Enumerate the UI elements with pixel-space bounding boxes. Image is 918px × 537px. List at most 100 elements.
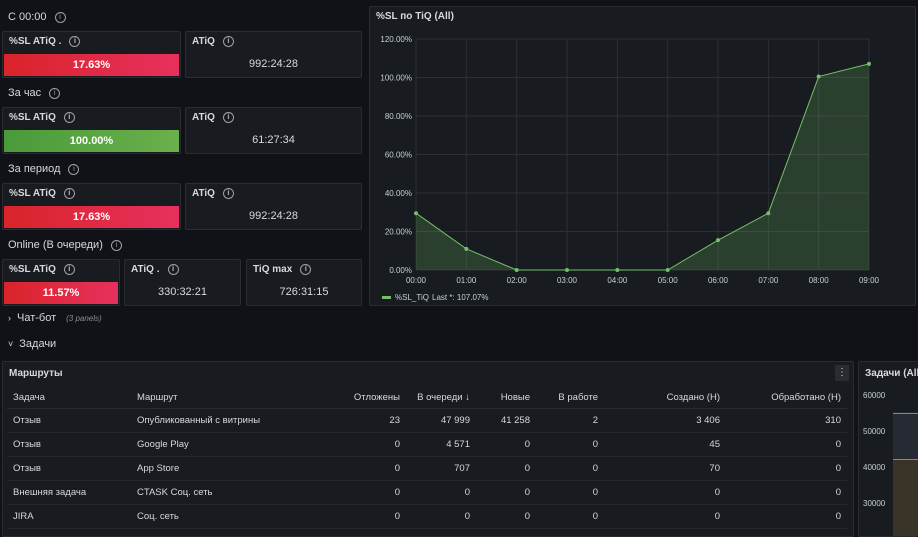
tasks-label: Задачи — [19, 338, 57, 350]
x-tick-label: 01:00 — [456, 276, 477, 285]
y-tick-label: 120.00% — [380, 35, 412, 44]
data-point — [867, 61, 871, 66]
table-cell: 0 — [536, 456, 604, 481]
chatbot-row[interactable]: › Чат-бот (3 panels) — [8, 312, 102, 324]
atiq-panel-today: ATiQ i 992:24:28 — [185, 31, 362, 78]
table-cell: 0 — [476, 456, 536, 481]
atiq-panel-hour: ATiQ i 61:27:34 — [185, 107, 362, 154]
data-point — [766, 211, 771, 216]
panel-title: ATiQ — [192, 112, 215, 123]
series-line — [415, 63, 870, 271]
x-tick-label: 03:00 — [557, 276, 578, 285]
info-icon[interactable]: i — [222, 36, 234, 47]
x-tick-label: 00:00 — [406, 276, 427, 285]
group-title-hour: За час i — [8, 87, 61, 99]
info-icon[interactable]: i — [110, 239, 122, 251]
info-icon[interactable]: i — [54, 11, 66, 23]
column-header[interactable]: В работе — [536, 386, 604, 409]
x-tick-label: 09:00 — [859, 276, 880, 285]
y-tick-label: 40.00% — [385, 189, 412, 198]
atiq-value: 992:24:28 — [249, 210, 298, 222]
atiq-value: 330:32:21 — [158, 286, 207, 298]
info-icon[interactable]: i — [167, 264, 179, 275]
table-cell: 47 999 — [406, 408, 476, 433]
table-cell: 0 — [476, 432, 536, 457]
data-point — [565, 268, 569, 272]
table-cell: 0 — [604, 480, 726, 505]
y-tick-label: 0.00% — [389, 266, 412, 275]
table-cell: 45 — [604, 432, 726, 457]
sl-atiq-panel-hour: %SL ATiQ i 100.00% — [2, 107, 181, 154]
column-header[interactable]: Создано (Н) — [604, 386, 726, 409]
table-row: Отзыв Google Play 0 4 571 0 0 45 0 — [7, 432, 847, 457]
panel-title: ATiQ — [192, 36, 215, 47]
table-cell: 0 — [336, 504, 406, 529]
x-tick-label: 08:00 — [809, 276, 830, 285]
chart-title: %SL по TiQ (All) — [376, 11, 454, 22]
info-icon[interactable]: i — [69, 36, 81, 47]
info-icon[interactable]: i — [49, 87, 61, 99]
panel-menu-icon[interactable]: ⋮ — [835, 365, 849, 381]
info-icon[interactable]: i — [222, 188, 234, 199]
tasks-all-title: Задачи (All) — [865, 368, 918, 379]
info-icon[interactable]: i — [222, 112, 234, 123]
info-icon[interactable]: i — [63, 264, 75, 275]
tasks-all-panel: Задачи (All) 60000 50000 40000 30000 — [858, 361, 918, 537]
table-cell: 0 — [726, 504, 847, 529]
group-title-online: Online (В очереди) i — [8, 239, 122, 251]
data-point — [514, 268, 519, 272]
y-tick-label: 60000 — [863, 391, 886, 400]
column-header[interactable]: Задача — [7, 386, 131, 409]
table-cell: 0 — [536, 480, 604, 505]
column-header[interactable]: Обработано (Н) — [726, 386, 847, 409]
legend-last-value: Last *: 107.07% — [432, 293, 488, 302]
column-header-sorted[interactable]: В очереди ↓ — [406, 386, 476, 409]
table-row: Отзыв App Store 0 707 0 0 70 0 — [7, 456, 847, 481]
table-row: JIRA Соц. сеть 0 0 0 0 0 0 — [7, 504, 847, 529]
data-point — [464, 246, 469, 251]
column-header[interactable]: Отложены — [336, 386, 406, 409]
routes-panel: Маршруты ⋮ Задача Маршрут Отложены В оче… — [2, 361, 854, 537]
table-cell: 23 — [336, 408, 406, 433]
panel-title: ATiQ . — [131, 264, 160, 275]
x-tick-label: 06:00 — [708, 276, 729, 285]
info-icon[interactable]: i — [68, 163, 80, 175]
x-tick-label: 04:00 — [607, 276, 628, 285]
group-title-label: Online (В очереди) — [8, 239, 103, 251]
sl-value: 100.00% — [4, 130, 179, 152]
table-cell: 0 — [726, 432, 847, 457]
table-cell: Соц. сеть — [131, 504, 336, 529]
info-icon[interactable]: i — [300, 264, 312, 275]
info-icon[interactable]: i — [63, 188, 75, 199]
table-cell: 0 — [476, 480, 536, 505]
column-header[interactable]: Маршрут — [131, 386, 336, 409]
table-cell: 70 — [604, 456, 726, 481]
sl-tiq-chart-panel: %SL по TiQ (All) 0.00% 20.00% 40.00% 60.00%… — [369, 6, 916, 306]
y-tick-label: 80.00% — [385, 112, 412, 121]
tasks-row[interactable]: ˅ Задачи — [8, 338, 56, 350]
sl-value: 17.63% — [4, 206, 179, 228]
group-title-today: С 00:00 i — [8, 11, 66, 23]
atiq-value: 992:24:28 — [249, 58, 298, 70]
group-title-label: За период — [8, 163, 61, 175]
chatbot-label: Чат-бот — [17, 312, 57, 324]
sl-atiq-panel-online: %SL ATiQ i 11.57% — [2, 259, 120, 306]
data-point — [665, 268, 670, 272]
table-cell: 41 258 — [476, 408, 536, 433]
table-cell: 707 — [406, 456, 476, 481]
table-cell: JIRA — [7, 504, 131, 529]
column-header[interactable]: Новые — [476, 386, 536, 409]
x-tick-label: 07:00 — [758, 276, 779, 285]
chatbot-panels-count: (3 panels) — [66, 313, 102, 323]
table-cell: 4 571 — [406, 432, 476, 457]
group-title-period: За период i — [8, 163, 80, 175]
table-cell: 0 — [406, 504, 476, 529]
table-header-row: Задача Маршрут Отложены В очереди ↓ Новы… — [7, 386, 847, 409]
table-cell: 0 — [726, 480, 847, 505]
table-cell: Google Play — [131, 432, 336, 457]
info-icon[interactable]: i — [63, 112, 75, 123]
table-row: Отзыв Опубликованный с витрины 23 47 999… — [7, 408, 847, 433]
panel-title: ATiQ — [192, 188, 215, 199]
legend-swatch — [382, 296, 391, 299]
table-cell: Отзыв — [7, 408, 131, 433]
